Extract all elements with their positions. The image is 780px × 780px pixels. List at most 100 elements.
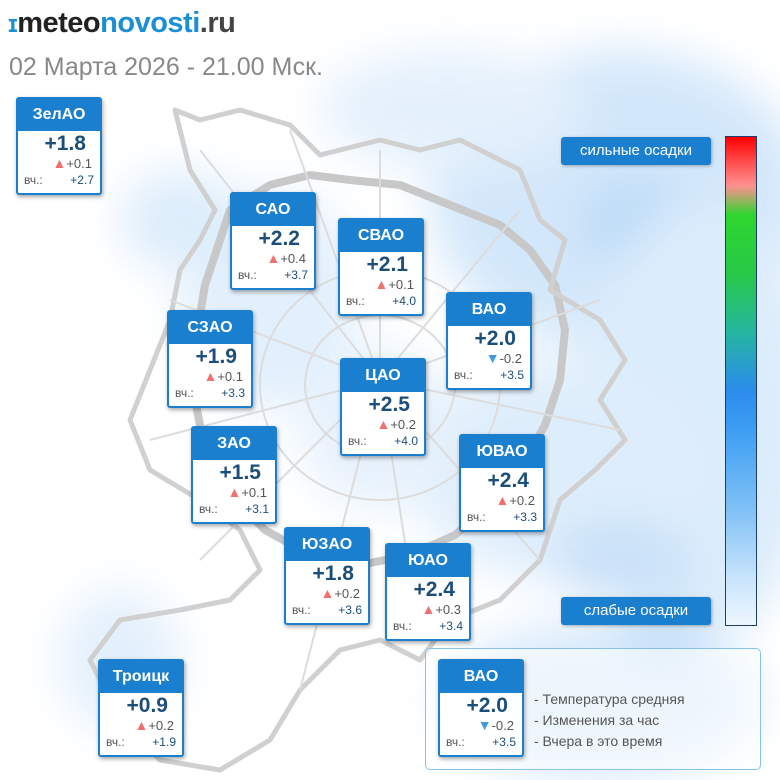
yesterday-value: +3.1 xyxy=(245,502,269,516)
district-name: ЮВАО xyxy=(461,436,543,468)
hourly-change: ▲+0.1 xyxy=(193,484,275,501)
arrow-up-icon: ▲ xyxy=(495,492,510,508)
arrow-up-icon: ▲ xyxy=(134,717,149,733)
hourly-change-value: +0.2 xyxy=(509,493,535,508)
yesterday-label: вч.: xyxy=(467,510,486,524)
hourly-change: ▲+0.3 xyxy=(387,601,469,618)
hourly-change-value: -0.2 xyxy=(499,351,522,366)
district-name: ЦАО xyxy=(342,360,424,392)
avg-temperature: +2.4 xyxy=(487,469,529,492)
yesterday-value: +2.7 xyxy=(70,173,94,187)
hourly-change: ▼-0.2 xyxy=(440,717,522,734)
hourly-change: ▲+0.2 xyxy=(286,585,368,602)
hourly-change: ▲+0.2 xyxy=(100,717,182,734)
yesterday-label: вч.: xyxy=(346,294,365,308)
hourly-change: ▼-0.2 xyxy=(448,350,530,367)
logo-text-meteo: meteo xyxy=(17,7,101,39)
avg-temperature: +2.4 xyxy=(413,578,455,601)
yesterday-label: вч.: xyxy=(446,735,465,749)
district-card[interactable]: ВАО +2.0 ▼-0.2 вч.: +3.5 xyxy=(446,292,532,390)
district-card[interactable]: ЦАО +2.5 ▲+0.2 вч.: +4.0 xyxy=(340,358,426,456)
yesterday-label: вч.: xyxy=(238,268,257,282)
legend-sample-card: ВАО +2.0 ▼-0.2 вч.: +3.5 xyxy=(438,659,524,757)
hourly-change: ▲+0.2 xyxy=(461,492,543,509)
district-name: СЗАО xyxy=(169,312,251,344)
district-card[interactable]: Троицк +0.9 ▲+0.2 вч.: +1.9 xyxy=(98,659,184,757)
hourly-change-value: +0.4 xyxy=(280,251,306,266)
forecast-datetime: 02 Марта 2026 - 21.00 Мск. xyxy=(9,53,323,81)
district-card[interactable]: СЗАО +1.9 ▲+0.1 вч.: +3.3 xyxy=(167,310,253,408)
yesterday-label: вч.: xyxy=(106,735,125,749)
hourly-change-value: +0.1 xyxy=(241,485,267,500)
district-card[interactable]: ЗелАО +1.8 ▲+0.1 вч.: +2.7 xyxy=(16,97,102,195)
yesterday-label: вч.: xyxy=(292,603,311,617)
hourly-change: ▲+0.2 xyxy=(342,416,424,433)
yesterday-value: +3.5 xyxy=(500,368,524,382)
hourly-change-value: +0.2 xyxy=(334,586,360,601)
avg-temperature: +1.8 xyxy=(312,562,354,585)
hourly-change: ▲+0.1 xyxy=(169,368,251,385)
district-name: ЮЗАО xyxy=(286,529,368,561)
district-card[interactable]: ЮВАО +2.4 ▲+0.2 вч.: +3.3 xyxy=(459,434,545,532)
yesterday-value: +3.4 xyxy=(439,619,463,633)
district-name: ВАО xyxy=(448,294,530,326)
district-card[interactable]: ЮЗАО +1.8 ▲+0.2 вч.: +3.6 xyxy=(284,527,370,625)
yesterday-value: +3.5 xyxy=(492,735,516,749)
hourly-change-value: +0.2 xyxy=(390,417,416,432)
avg-temperature: +1.5 xyxy=(219,461,261,484)
avg-temperature: +1.9 xyxy=(195,345,237,368)
precipitation-color-scale xyxy=(725,136,757,626)
yesterday-label: вч.: xyxy=(393,619,412,633)
yesterday-value: +3.3 xyxy=(513,510,537,524)
avg-temperature: +0.9 xyxy=(126,694,168,717)
yesterday-value: +1.9 xyxy=(152,735,176,749)
avg-temperature: +2.0 xyxy=(466,694,508,717)
legend-lines: - Температура средняя - Изменения за час… xyxy=(534,689,685,752)
logo-text-novosti: novosti xyxy=(100,7,200,39)
arrow-up-icon: ▲ xyxy=(374,276,389,292)
yesterday-value: +3.3 xyxy=(221,386,245,400)
scale-bottom-label: слабые осадки xyxy=(561,597,711,625)
hourly-change-value: +0.2 xyxy=(148,718,174,733)
hourly-change-value: +0.1 xyxy=(217,369,243,384)
hourly-change-value: +0.1 xyxy=(388,277,414,292)
site-logo[interactable]: ɪmeteonovosti.ru xyxy=(8,6,236,42)
logo-mark-icon: ɪ xyxy=(8,11,18,38)
district-card[interactable]: САО +2.2 ▲+0.4 вч.: +3.7 xyxy=(230,192,316,290)
yesterday-label: вч.: xyxy=(199,502,218,516)
yesterday-value: +4.0 xyxy=(394,434,418,448)
scale-top-label: сильные осадки xyxy=(561,137,711,165)
legend-line-avg-temp: - Температура средняя xyxy=(534,691,685,707)
district-name: ЗАО xyxy=(193,428,275,460)
legend-line-hour-change: - Изменения за час xyxy=(534,712,660,728)
district-name: САО xyxy=(232,194,314,226)
hourly-change: ▲+0.1 xyxy=(18,155,100,172)
yesterday-value: +3.7 xyxy=(284,268,308,282)
district-name: ЗелАО xyxy=(18,99,100,131)
yesterday-label: вч.: xyxy=(348,434,367,448)
arrow-up-icon: ▲ xyxy=(266,250,281,266)
avg-temperature: +2.0 xyxy=(474,327,516,350)
avg-temperature: +2.1 xyxy=(366,253,408,276)
arrow-down-icon: ▼ xyxy=(477,717,492,733)
arrow-down-icon: ▼ xyxy=(485,350,500,366)
district-card[interactable]: ЮАО +2.4 ▲+0.3 вч.: +3.4 xyxy=(385,543,471,641)
district-name: ЮАО xyxy=(387,545,469,577)
hourly-change-value: +0.1 xyxy=(66,156,92,171)
hourly-change: ▲+0.4 xyxy=(232,250,314,267)
yesterday-value: +3.6 xyxy=(338,603,362,617)
hourly-change-value: -0.2 xyxy=(491,718,514,733)
arrow-up-icon: ▲ xyxy=(421,601,436,617)
avg-temperature: +2.2 xyxy=(258,227,300,250)
yesterday-label: вч.: xyxy=(454,368,473,382)
arrow-up-icon: ▲ xyxy=(227,484,242,500)
hourly-change-value: +0.3 xyxy=(435,602,461,617)
yesterday-label: вч.: xyxy=(24,173,43,187)
yesterday-label: вч.: xyxy=(175,386,194,400)
avg-temperature: +1.8 xyxy=(44,132,86,155)
district-card[interactable]: ЗАО +1.5 ▲+0.1 вч.: +3.1 xyxy=(191,426,277,524)
legend-panel: ВАО +2.0 ▼-0.2 вч.: +3.5 - Температура средн… xyxy=(425,648,761,770)
district-card[interactable]: СВАО +2.1 ▲+0.1 вч.: +4.0 xyxy=(338,218,424,316)
arrow-up-icon: ▲ xyxy=(203,368,218,384)
district-name: ВАО xyxy=(440,661,522,693)
